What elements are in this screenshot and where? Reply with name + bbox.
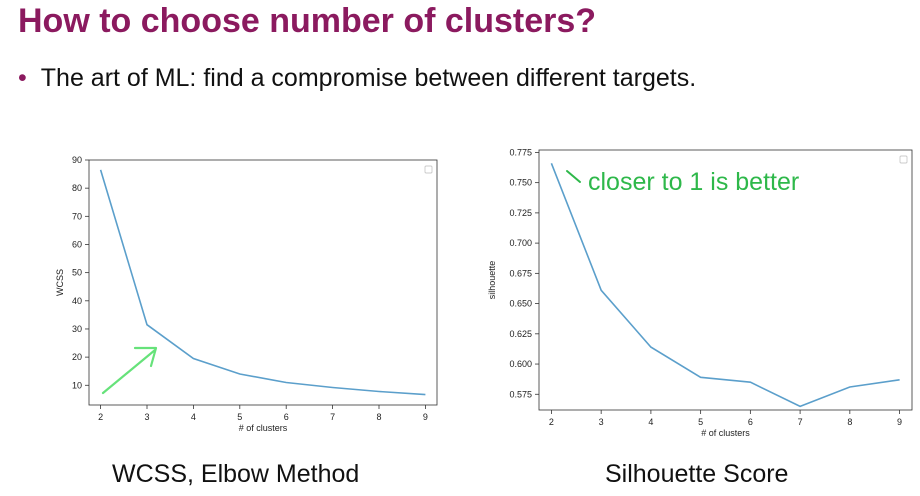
y-tick-label: 80 — [72, 183, 82, 193]
annotation-pointer — [566, 170, 581, 183]
wcss-chart: 10 20 30 40 50 60 70 80 90 2 3 4 5 6 7 8 9 # of clusters W… — [55, 155, 438, 433]
annotation-text: closer to 1 is better — [588, 168, 799, 196]
x-tick-label: 5 — [237, 412, 242, 422]
y-tick-label: 0.675 — [509, 268, 532, 278]
caption-silhouette: Silhouette Score — [605, 460, 789, 488]
y-tick-label: 0.775 — [509, 147, 532, 157]
y-tick-label: 0.650 — [509, 299, 532, 309]
x-tick-label: 2 — [98, 412, 103, 422]
bullet-item: • The art of ML: find a compromise betwee… — [18, 64, 696, 93]
x-tick-label: 5 — [698, 417, 703, 427]
arrow-shaft — [101, 348, 157, 395]
y-tick-label: 0.575 — [509, 389, 532, 399]
x-tick-label: 7 — [798, 417, 803, 427]
y-tick-label: 0.625 — [509, 329, 532, 339]
x-tick-label: 9 — [423, 412, 428, 422]
bullet-text: The art of ML: find a compromise between… — [40, 64, 697, 92]
x-tick-label: 3 — [144, 412, 149, 422]
x-axis-label: # of clusters — [701, 428, 750, 438]
y-axis-label: silhouette — [487, 261, 497, 300]
legend-box — [899, 155, 908, 164]
y-tick-label: 0.600 — [509, 359, 532, 369]
x-tick-label: 7 — [330, 412, 335, 422]
y-axis-label: WCSS — [55, 269, 65, 296]
series-line — [99, 169, 426, 396]
series-line — [550, 163, 900, 408]
y-tick-label: 10 — [72, 380, 82, 390]
y-tick-label: 50 — [72, 268, 82, 278]
arrow-head-icon — [133, 346, 158, 368]
x-axis-label: # of clusters — [239, 423, 288, 433]
x-tick-label: 6 — [284, 412, 289, 422]
plot-frame — [538, 149, 913, 411]
x-tick-label: 9 — [897, 417, 902, 427]
y-tick-label: 0.700 — [509, 238, 532, 248]
y-tick-label: 70 — [72, 211, 82, 221]
y-tick-label: 90 — [72, 155, 82, 165]
plot-frame — [88, 159, 438, 406]
slide-title: How to choose number of clusters? — [18, 2, 597, 40]
bullet-dot-icon: • — [18, 64, 27, 92]
y-tick-label: 40 — [72, 296, 82, 306]
x-tick-label: 2 — [549, 417, 554, 427]
y-tick-label: 20 — [72, 352, 82, 362]
x-tick-label: 4 — [191, 412, 196, 422]
annotation-overlay: closer to 1 is better — [101, 168, 799, 395]
y-tick-label: 60 — [72, 239, 82, 249]
x-tick-label: 8 — [376, 412, 381, 422]
y-tick-label: 0.725 — [509, 208, 532, 218]
caption-wcss: WCSS, Elbow Method — [112, 460, 360, 488]
x-tick-label: 3 — [599, 417, 604, 427]
y-tick-label: 30 — [72, 324, 82, 334]
y-tick-label: 0.750 — [509, 178, 532, 188]
silhouette-chart: 0.575 0.600 0.625 0.650 0.675 0.700 0.725 0.750… — [487, 147, 913, 438]
x-tick-label: 4 — [648, 417, 653, 427]
x-tick-label: 6 — [748, 417, 753, 427]
x-tick-label: 8 — [847, 417, 852, 427]
legend-box — [424, 165, 433, 174]
